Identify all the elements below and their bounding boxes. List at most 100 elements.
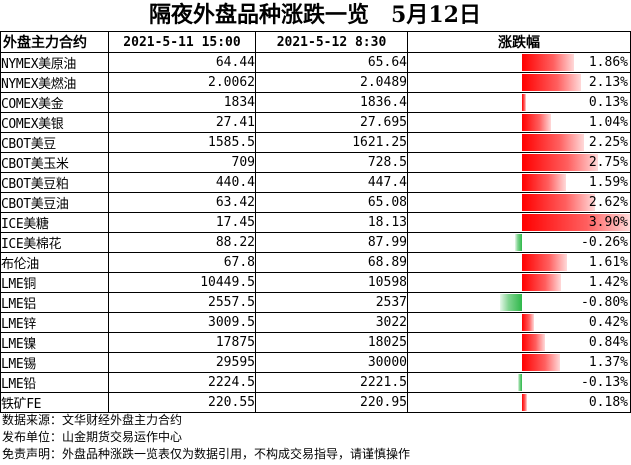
table-row: CBOT美豆 1585.5 1621.25 2.25% xyxy=(0,132,631,153)
prev-price: 27.41 xyxy=(108,112,256,133)
change-percent: 1.61% xyxy=(588,255,628,270)
change-cell: 1.04% xyxy=(407,112,631,133)
prev-price: 220.55 xyxy=(108,392,256,413)
change-percent: -0.26% xyxy=(581,235,628,250)
contract-name: COMEX美金 xyxy=(0,92,109,113)
curr-price: 2.0489 xyxy=(255,72,408,93)
contract-name: NYMEX美燃油 xyxy=(0,72,109,93)
prev-price: 64.44 xyxy=(108,52,256,73)
note-disclaimer: 免责声明：外盘品种涨跌一览表仅为数据引用，不构成交易指导，请谨慎操作 xyxy=(2,447,411,461)
note-source: 数据来源：文华财经外盘主力合约 xyxy=(2,413,183,427)
table-row: LME铝 2557.5 2537 -0.80% xyxy=(0,292,631,313)
curr-price: 2537 xyxy=(255,292,408,313)
prev-price: 2.0062 xyxy=(108,72,256,93)
curr-price: 1621.25 xyxy=(255,132,408,153)
contract-name: CBOT美豆粕 xyxy=(0,172,109,193)
table-row: LME锌 3009.5 3022 0.42% xyxy=(0,312,631,333)
prev-price: 440.4 xyxy=(108,172,256,193)
change-bar-positive xyxy=(522,214,630,231)
change-cell: 1.37% xyxy=(407,352,631,373)
table-row: LME镍 17875 18025 0.84% xyxy=(0,332,631,353)
change-bar-negative xyxy=(500,294,522,311)
table-row: NYMEX美燃油 2.0062 2.0489 2.13% xyxy=(0,72,631,93)
change-bar-positive xyxy=(522,134,584,151)
change-cell: -0.80% xyxy=(407,292,631,313)
change-percent: 1.37% xyxy=(588,355,628,370)
change-bar-positive xyxy=(522,154,598,171)
change-cell: -0.13% xyxy=(407,372,631,393)
change-cell: -0.26% xyxy=(407,232,631,253)
prev-price: 1585.5 xyxy=(108,132,256,153)
prev-price: 67.8 xyxy=(108,252,256,273)
header-prev-time: 2021-5-11 15:00 xyxy=(108,31,256,53)
prev-price: 29595 xyxy=(108,352,256,373)
change-bar-positive xyxy=(522,114,551,131)
curr-price: 30000 xyxy=(255,352,408,373)
change-cell: 1.61% xyxy=(407,252,631,273)
change-bar-positive xyxy=(522,314,534,331)
header-change: 涨跌幅 xyxy=(407,31,631,53)
contract-name: COMEX美银 xyxy=(0,112,109,133)
prev-price: 3009.5 xyxy=(108,312,256,333)
change-percent: 1.59% xyxy=(588,175,628,190)
header-contract: 外盘主力合约 xyxy=(0,31,109,53)
curr-price: 27.695 xyxy=(255,112,408,133)
curr-price: 68.89 xyxy=(255,252,408,273)
header-curr-time: 2021-5-12 8:30 xyxy=(255,31,408,53)
curr-price: 65.08 xyxy=(255,192,408,213)
table-row: COMEX美银 27.41 27.695 1.04% xyxy=(0,112,631,133)
curr-price: 87.99 xyxy=(255,232,408,253)
prev-price: 709 xyxy=(108,152,256,173)
curr-price: 728.5 xyxy=(255,152,408,173)
change-cell: 0.84% xyxy=(407,332,631,353)
change-bar-positive xyxy=(522,54,574,71)
curr-price: 2221.5 xyxy=(255,372,408,393)
contract-name: CBOT美豆 xyxy=(0,132,109,153)
table-row: CBOT美豆油 63.42 65.08 2.62% xyxy=(0,192,631,213)
change-bar-positive xyxy=(522,94,526,111)
table-row: LME铅 2224.5 2221.5 -0.13% xyxy=(0,372,631,393)
table-body: NYMEX美原油 64.44 65.64 1.86% NYMEX美燃油 2.0062 2.0… xyxy=(0,52,631,413)
curr-price: 1836.4 xyxy=(255,92,408,113)
change-bar-positive xyxy=(522,174,566,191)
change-cell: 0.42% xyxy=(407,312,631,333)
change-bar-positive xyxy=(522,274,561,291)
change-percent: 2.13% xyxy=(588,75,628,90)
prev-price: 2224.5 xyxy=(108,372,256,393)
change-cell: 1.59% xyxy=(407,172,631,193)
contract-name: 铁矿FE xyxy=(0,392,109,413)
change-cell: 2.13% xyxy=(407,72,631,93)
table-row: LME铜 10449.5 10598 1.42% xyxy=(0,272,631,293)
contract-name: LME锌 xyxy=(0,312,109,333)
change-bar-negative xyxy=(518,374,522,391)
change-percent: 3.90% xyxy=(588,215,628,230)
change-cell: 2.25% xyxy=(407,132,631,153)
change-bar-positive xyxy=(522,354,560,371)
prev-price: 17.45 xyxy=(108,212,256,233)
change-bar-positive xyxy=(522,334,545,351)
change-percent: 2.62% xyxy=(588,195,628,210)
change-bar-positive xyxy=(522,394,527,411)
curr-price: 65.64 xyxy=(255,52,408,73)
footnotes: 数据来源：文华财经外盘主力合约 发布单位：山金期货交易运作中心 免责声明：外盘品… xyxy=(2,412,628,463)
contract-name: LME铅 xyxy=(0,372,109,393)
curr-price: 3022 xyxy=(255,312,408,333)
change-percent: -0.80% xyxy=(581,295,628,310)
table-row: ICE美棉花 88.22 87.99 -0.26% xyxy=(0,232,631,253)
change-percent: 1.86% xyxy=(588,55,628,70)
table-row: COMEX美金 1834 1836.4 0.13% xyxy=(0,92,631,113)
change-cell: 1.42% xyxy=(407,272,631,293)
table-row: 布伦油 67.8 68.89 1.61% xyxy=(0,252,631,273)
contract-name: LME锡 xyxy=(0,352,109,373)
page-title: 隔夜外盘品种涨跌一览 5月12日 xyxy=(149,2,481,28)
contract-name: NYMEX美原油 xyxy=(0,52,109,73)
change-percent: 0.84% xyxy=(588,335,628,350)
change-cell: 2.62% xyxy=(407,192,631,213)
change-percent: -0.13% xyxy=(581,375,628,390)
prev-price: 88.22 xyxy=(108,232,256,253)
change-cell: 2.75% xyxy=(407,152,631,173)
change-cell: 0.18% xyxy=(407,392,631,413)
quote-table: 外盘主力合约 2021-5-11 15:00 2021-5-12 8:30 涨跌… xyxy=(0,31,631,413)
curr-price: 18.13 xyxy=(255,212,408,233)
